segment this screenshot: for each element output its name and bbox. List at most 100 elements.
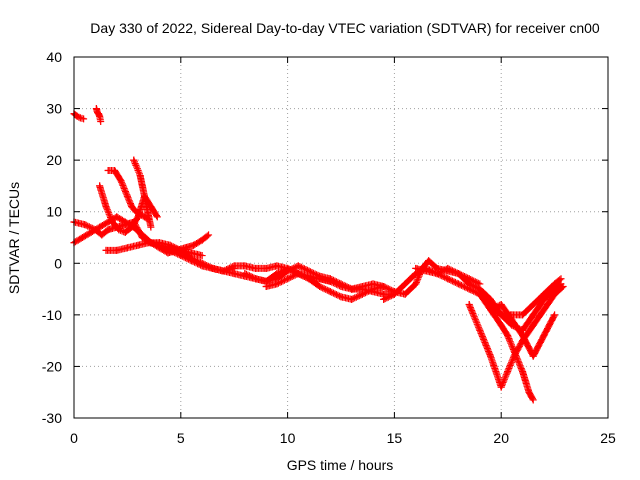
data-marks — [70, 105, 567, 404]
data-point — [529, 301, 537, 309]
data-point — [136, 210, 144, 218]
plot-frame — [73, 56, 609, 419]
data-point — [104, 166, 112, 174]
data-point — [262, 282, 270, 290]
data-point — [91, 226, 99, 234]
data-point — [422, 267, 430, 275]
data-point — [401, 290, 409, 298]
data-point — [252, 275, 260, 283]
data-point — [198, 236, 206, 244]
data-point — [433, 270, 441, 278]
data-point — [252, 264, 260, 272]
series-arc-i — [241, 262, 356, 293]
data-point — [76, 114, 84, 122]
data-point — [316, 282, 324, 290]
data-point — [134, 166, 142, 174]
data-point — [113, 246, 121, 254]
y-tick-label: 20 — [46, 152, 62, 168]
x-tick-label: 10 — [280, 430, 296, 446]
data-point — [93, 109, 101, 117]
y-tick-label: -30 — [42, 410, 62, 426]
data-point — [198, 252, 206, 260]
data-point — [73, 112, 81, 120]
data-point — [551, 290, 559, 298]
data-point — [262, 264, 270, 272]
data-point — [132, 161, 140, 169]
data-point — [128, 203, 136, 211]
series-arc-e — [130, 156, 155, 231]
data-point — [497, 383, 505, 391]
data-point — [147, 223, 155, 231]
data-point — [143, 203, 151, 211]
data-point — [529, 311, 537, 319]
data-point — [529, 352, 537, 360]
data-point — [145, 213, 153, 221]
data-point — [79, 234, 87, 241]
data-point — [305, 275, 313, 283]
data-point — [241, 270, 249, 278]
series-arc-early-spike — [92, 105, 105, 125]
data-point — [476, 326, 484, 334]
data-point — [81, 221, 89, 229]
data-point — [412, 264, 420, 272]
y-axis-ticks: -30 -20 -10 0 10 20 30 40 — [42, 49, 608, 426]
y-tick-label: 0 — [54, 255, 62, 271]
x-axis-label: GPS time / hours — [287, 457, 394, 473]
data-point — [551, 311, 559, 319]
x-tick-label: 15 — [387, 430, 403, 446]
data-point — [241, 262, 249, 270]
data-point — [519, 368, 527, 376]
data-point — [401, 280, 409, 288]
data-point — [102, 246, 110, 254]
series-arc-m — [412, 264, 565, 319]
data-point — [97, 117, 105, 125]
data-point — [284, 267, 292, 275]
data-point — [326, 275, 334, 283]
data-point — [128, 223, 136, 231]
y-tick-label: 30 — [46, 101, 62, 117]
data-point — [132, 208, 140, 216]
data-point — [316, 272, 324, 280]
data-point — [348, 285, 356, 293]
data-point — [348, 295, 356, 303]
data-point — [166, 246, 174, 254]
data-point — [390, 290, 398, 298]
data-point — [121, 221, 129, 229]
data-point — [136, 172, 144, 180]
data-point — [358, 282, 366, 290]
data-point — [273, 262, 281, 270]
data-point — [380, 282, 388, 290]
data-point — [425, 257, 433, 265]
data-point — [465, 301, 473, 309]
chart-title: Day 330 of 2022, Sidereal Day-to-day VTE… — [90, 20, 600, 36]
data-point — [369, 280, 377, 288]
data-point — [108, 218, 116, 226]
y-axis-label: SDTVAR / TECUs — [6, 182, 22, 294]
data-point — [337, 280, 345, 288]
y-tick-label: -10 — [42, 307, 62, 323]
data-point — [198, 262, 206, 270]
data-point — [284, 275, 292, 283]
data-point — [504, 331, 512, 339]
data-point — [115, 226, 123, 234]
data-point — [96, 182, 104, 190]
data-point — [358, 290, 366, 298]
data-point — [559, 282, 567, 290]
data-point — [96, 112, 104, 120]
data-point — [476, 290, 484, 298]
data-point — [529, 396, 537, 404]
data-point — [138, 182, 146, 190]
data-point — [273, 280, 281, 288]
data-point — [104, 226, 112, 234]
data-point — [508, 316, 516, 324]
data-point — [510, 347, 518, 355]
y-tick-label: 10 — [46, 204, 62, 220]
series-trail — [412, 264, 564, 319]
data-point — [230, 262, 238, 270]
data-point — [519, 331, 527, 339]
data-point — [190, 241, 198, 249]
series-arc-early-high — [70, 110, 88, 123]
data-point — [145, 239, 153, 247]
data-point — [121, 228, 129, 236]
data-point — [294, 262, 302, 270]
